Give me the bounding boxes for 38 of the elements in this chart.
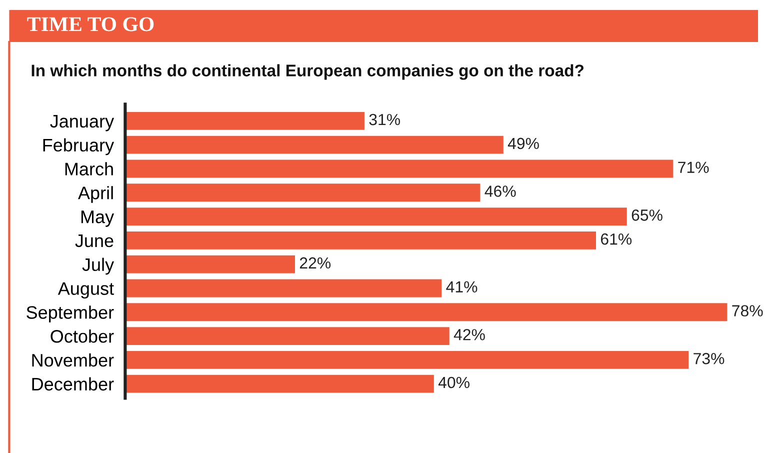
data-label: 42% <box>454 329 485 340</box>
bar <box>125 374 434 393</box>
bar <box>125 303 728 322</box>
bar <box>125 279 442 298</box>
y-tick-label: February <box>43 138 114 156</box>
data-label: 41% <box>446 281 478 292</box>
data-label: 78% <box>732 305 763 316</box>
chart-subtitle: In which months do continental European companies go on the road? <box>32 64 584 80</box>
y-tick-label: August <box>58 282 114 299</box>
bar <box>125 231 596 250</box>
y-tick-label: December <box>32 377 114 391</box>
bar <box>125 327 450 346</box>
bar <box>125 160 674 178</box>
bar <box>125 350 689 369</box>
y-tick-label: October <box>50 330 114 343</box>
data-label: 61% <box>600 233 632 245</box>
chart-title: TIME TO GO <box>27 17 154 32</box>
bar <box>125 112 364 130</box>
data-label: 46% <box>484 186 516 197</box>
y-tick-label: May <box>81 210 114 227</box>
bar <box>125 184 480 202</box>
data-label: 65% <box>632 210 662 221</box>
bar <box>125 136 504 154</box>
data-label: 49% <box>508 138 539 150</box>
data-label: 73% <box>694 352 724 364</box>
data-label: 31% <box>369 114 400 126</box>
y-tick-label: March <box>65 162 113 176</box>
data-label: 40% <box>438 376 470 388</box>
bar <box>125 255 295 274</box>
y-tick-label: April <box>78 186 113 203</box>
y-tick-label: January <box>50 115 114 132</box>
y-tick-label: June <box>75 234 114 248</box>
bar <box>125 208 627 226</box>
y-tick-label: July <box>82 258 114 275</box>
data-label: 22% <box>300 257 331 269</box>
y-tick-label: November <box>32 353 114 367</box>
y-tick-label: September <box>26 306 114 322</box>
data-label: 71% <box>678 162 709 173</box>
